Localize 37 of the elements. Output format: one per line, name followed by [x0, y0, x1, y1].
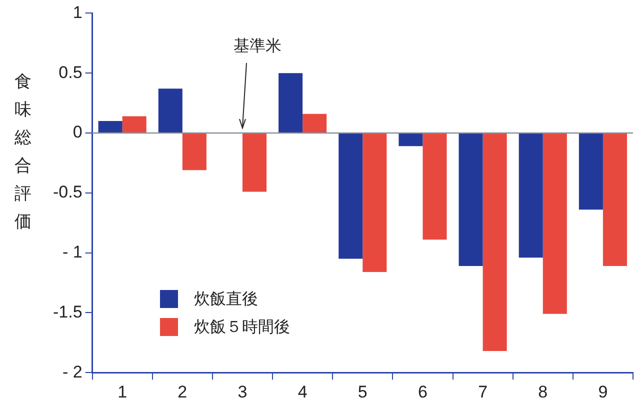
bar [518, 134, 543, 258]
bar [98, 121, 122, 132]
x-tick-label: 7 [478, 382, 488, 402]
y-tick-label: -1.5 [52, 302, 82, 322]
y-tick-label: 1 [72, 2, 82, 22]
legend-label: 炊飯５時間後 [194, 316, 290, 338]
legend-label: 炊飯直後 [194, 288, 258, 310]
y-tick-label: 0.5 [58, 62, 82, 82]
x-tick-label: 3 [238, 382, 248, 402]
bar [422, 134, 447, 240]
x-tick-label: 9 [598, 382, 608, 402]
y-tick-label: - 1 [62, 242, 82, 262]
bar [578, 134, 603, 210]
bar [242, 134, 267, 192]
annotation: 基準米 [233, 36, 282, 56]
y-tick-label: 0 [72, 122, 82, 142]
x-tick-label: 6 [418, 382, 428, 402]
bar [338, 134, 363, 259]
bar [458, 134, 483, 266]
x-tick-label: 2 [178, 382, 188, 402]
x-tick-label: 5 [358, 382, 368, 402]
x-tick-label: 1 [118, 382, 128, 402]
bar [122, 116, 146, 132]
y-tick-label: -0.5 [52, 182, 82, 202]
y-axis-title: 食味総合評価 [14, 71, 32, 234]
bar [158, 88, 182, 132]
bar [302, 114, 327, 132]
bar [482, 134, 507, 352]
bar [602, 134, 627, 266]
bar [362, 134, 387, 272]
bar [398, 134, 423, 146]
bar [182, 134, 206, 170]
bar [542, 134, 567, 314]
x-tick-label: 8 [538, 382, 548, 402]
bar [278, 73, 303, 132]
x-tick-label: 4 [298, 382, 308, 402]
y-tick-label: - 2 [62, 362, 82, 382]
